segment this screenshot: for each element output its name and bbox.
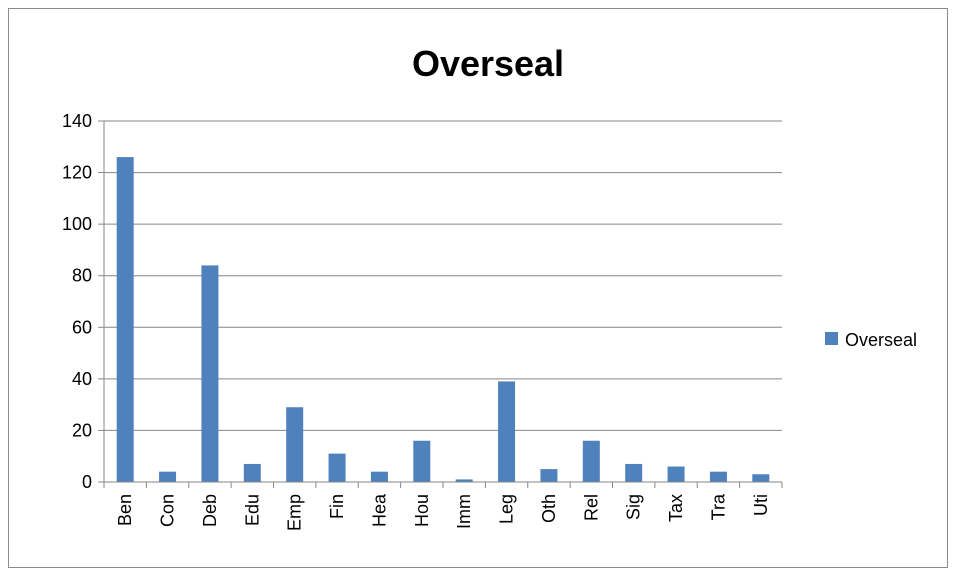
bar — [667, 466, 685, 482]
x-tick-label: Leg — [497, 494, 517, 524]
y-tick-label: 60 — [72, 317, 92, 337]
bar — [540, 469, 558, 482]
bar — [709, 471, 727, 482]
bar — [413, 440, 431, 482]
bar — [201, 265, 219, 482]
bar — [159, 471, 177, 482]
bars — [116, 157, 770, 482]
x-tick-label: Imm — [454, 494, 474, 529]
legend-swatch — [825, 332, 838, 345]
bar — [243, 463, 261, 482]
x-tick-label: Ben — [115, 494, 135, 526]
legend-label: Overseal — [845, 330, 917, 350]
bar — [286, 407, 304, 482]
bar — [370, 471, 388, 482]
bar — [752, 474, 770, 482]
x-tick-label: Tax — [666, 494, 686, 522]
x-tick-label: Edu — [242, 494, 262, 526]
x-axis-tick-labels: Ben Con Deb Edu Emp Fin Hea Hou Imm Leg Oth Rel Sig T… — [115, 493, 771, 531]
y-tick-label: 80 — [72, 266, 92, 286]
x-tick-label: Deb — [200, 494, 220, 527]
y-tick-label: 140 — [62, 111, 92, 131]
bar — [498, 381, 516, 482]
x-tick-label: Rel — [581, 494, 601, 521]
y-tick-label: 0 — [82, 472, 92, 492]
y-tick-label: 20 — [72, 420, 92, 440]
x-tick-label: Hea — [369, 493, 389, 527]
chart-title: Overseal — [412, 43, 564, 84]
x-tick-label: Uti — [751, 494, 771, 516]
x-tick-label: Tra — [708, 493, 728, 520]
x-tick-label: Fin — [327, 494, 347, 519]
x-tick-label: Emp — [285, 494, 305, 531]
y-tick-label: 40 — [72, 369, 92, 389]
x-tick-label: Hou — [412, 494, 432, 527]
y-axis-tick-labels: 0 20 40 60 80 100 120 140 — [62, 111, 92, 492]
bar — [328, 453, 346, 482]
bar — [116, 157, 134, 482]
y-tick-label: 120 — [62, 163, 92, 183]
x-tick-label: Sig — [624, 494, 644, 520]
x-tick-label: Oth — [539, 494, 559, 523]
bar — [625, 463, 643, 482]
legend: Overseal — [825, 330, 917, 350]
x-tick-label: Con — [158, 494, 178, 527]
bar — [582, 440, 600, 482]
bar — [455, 479, 473, 482]
axes — [98, 120, 783, 488]
y-tick-label: 100 — [62, 214, 92, 234]
